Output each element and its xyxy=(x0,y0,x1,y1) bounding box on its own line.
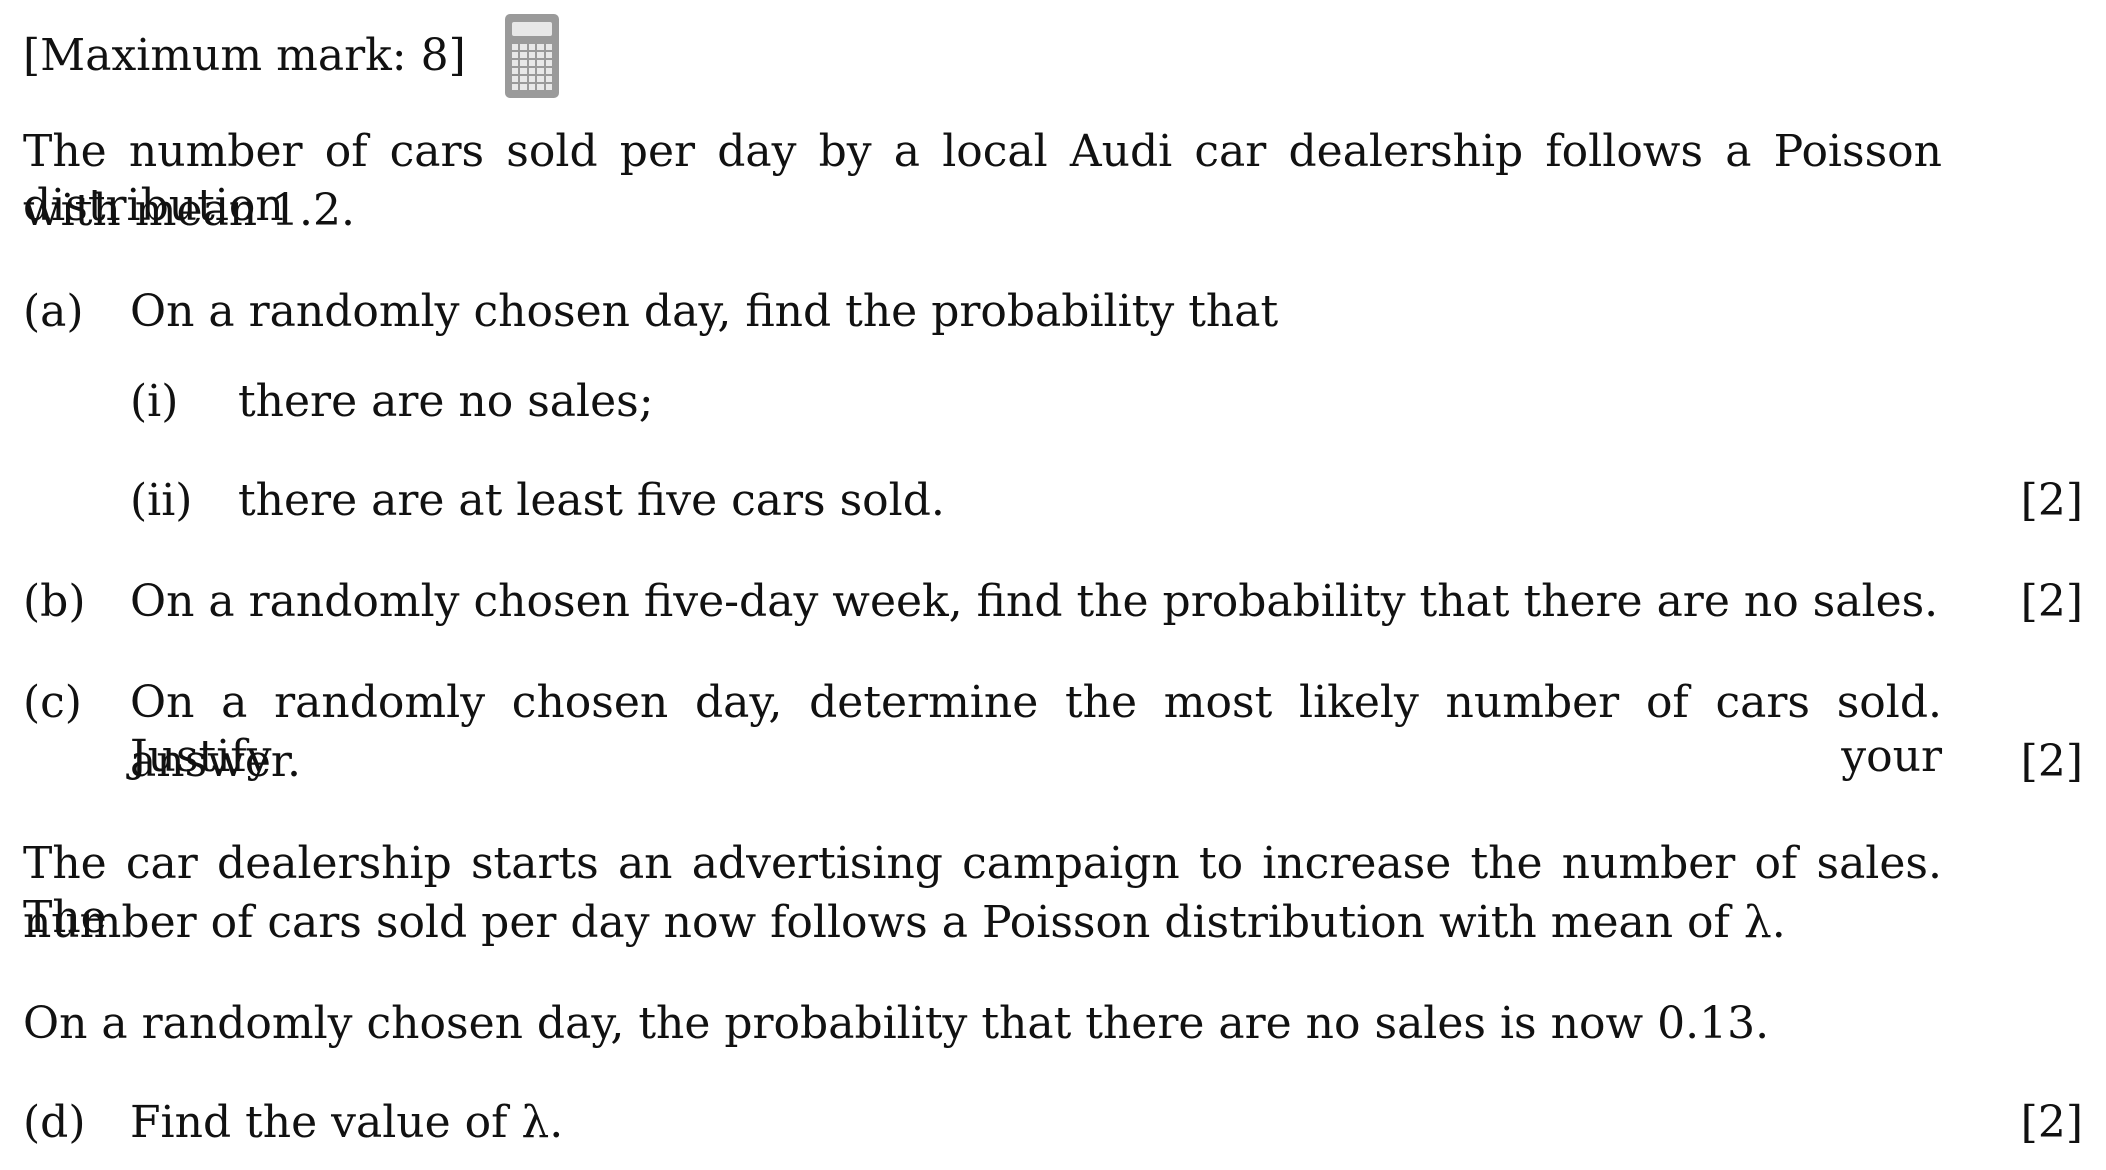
part-a-ii-text: there are at least five cars sold. xyxy=(238,475,945,526)
calculator-icon xyxy=(505,14,559,98)
campaign-line-1: The car dealership starts an advertising… xyxy=(23,838,1942,943)
part-a-i-text: there are no sales; xyxy=(238,376,654,427)
part-d-label: (d) xyxy=(23,1097,86,1148)
maximum-mark: [Maximum mark: 8] xyxy=(23,30,466,81)
part-a-text: On a randomly chosen day, find the proba… xyxy=(130,286,1279,337)
part-b-label: (b) xyxy=(23,576,86,627)
part-b-text: On a randomly chosen five-day week, find… xyxy=(130,576,1939,627)
part-a-label: (a) xyxy=(23,286,84,337)
part-c-line-1: On a randomly chosen day, determine the … xyxy=(130,677,1942,782)
part-c-line-2: answer. xyxy=(130,736,302,787)
intro-line-1: The number of cars sold per day by a loc… xyxy=(23,126,1942,231)
part-a-i-label: (i) xyxy=(130,376,179,427)
condition-text: On a randomly chosen day, the probabilit… xyxy=(23,998,1770,1049)
part-a-ii-label: (ii) xyxy=(130,475,193,526)
part-c-label: (c) xyxy=(23,677,82,728)
part-a-marks: [2] xyxy=(2020,475,2083,526)
campaign-line-2: number of cars sold per day now follows … xyxy=(23,897,1786,948)
intro-line-2: with mean 1.2. xyxy=(23,185,356,236)
part-d-marks: [2] xyxy=(2020,1097,2083,1148)
part-d-text: Find the value of λ. xyxy=(130,1097,564,1148)
part-c-marks: [2] xyxy=(2020,736,2083,787)
part-b-marks: [2] xyxy=(2020,576,2083,627)
